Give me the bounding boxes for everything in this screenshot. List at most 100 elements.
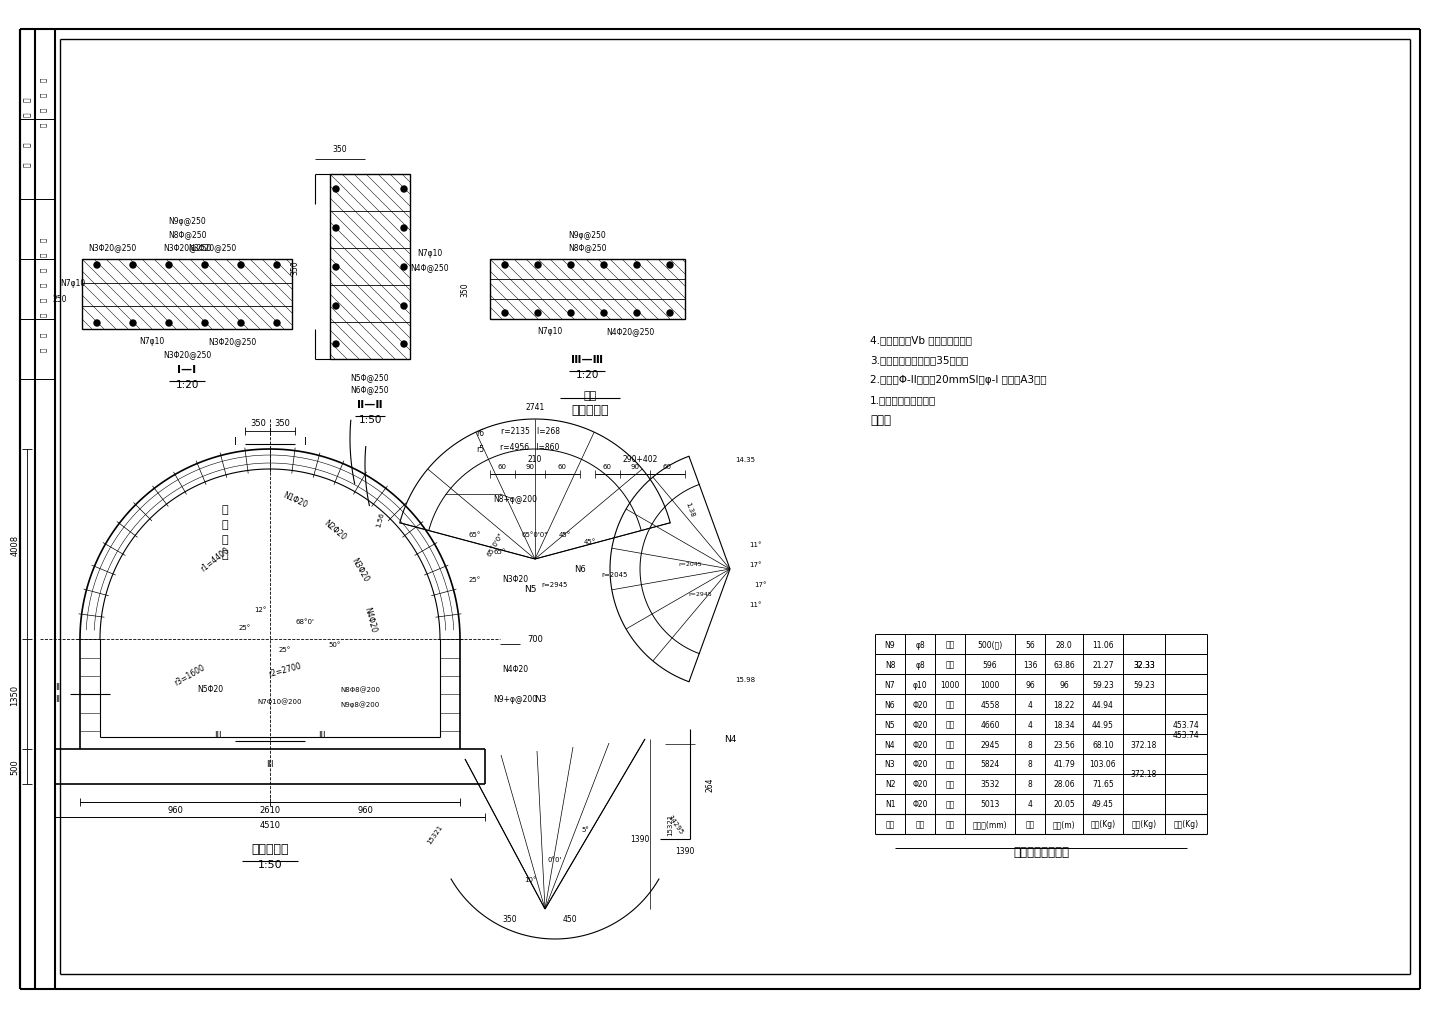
Text: 如图: 如图 bbox=[946, 700, 955, 709]
Text: r=2135   l=268: r=2135 l=268 bbox=[501, 427, 560, 436]
Text: N3Φ20@250: N3Φ20@250 bbox=[187, 244, 236, 253]
Text: 56: 56 bbox=[1025, 640, 1035, 649]
Text: N4: N4 bbox=[724, 735, 736, 744]
Circle shape bbox=[667, 263, 672, 269]
Text: 结: 结 bbox=[40, 253, 46, 257]
Text: 960: 960 bbox=[357, 806, 373, 815]
Text: N1: N1 bbox=[884, 800, 896, 809]
Text: 210: 210 bbox=[528, 454, 543, 463]
Text: 某: 某 bbox=[23, 162, 32, 167]
Text: N9φ@250: N9φ@250 bbox=[168, 217, 206, 226]
Circle shape bbox=[667, 311, 672, 317]
Text: Ⅲ—Ⅲ: Ⅲ—Ⅲ bbox=[570, 355, 603, 365]
Text: φ8: φ8 bbox=[916, 660, 924, 668]
Text: N3Φ20@250: N3Φ20@250 bbox=[88, 244, 137, 253]
Circle shape bbox=[536, 263, 541, 269]
Text: N8Φ8@200: N8Φ8@200 bbox=[340, 686, 380, 693]
Text: 350: 350 bbox=[291, 261, 300, 275]
Text: 1:20: 1:20 bbox=[576, 370, 599, 380]
Text: 17°: 17° bbox=[749, 561, 762, 568]
Text: 构: 构 bbox=[40, 268, 46, 272]
Text: 如图: 如图 bbox=[946, 640, 955, 649]
Text: II: II bbox=[56, 682, 60, 691]
Text: N6: N6 bbox=[575, 565, 586, 574]
Text: 1.本图尺寸以毫米计。: 1.本图尺寸以毫米计。 bbox=[870, 394, 936, 405]
Text: N5Φ20: N5Φ20 bbox=[197, 685, 223, 694]
Text: 60: 60 bbox=[557, 464, 566, 470]
Circle shape bbox=[333, 341, 338, 347]
Text: 11°: 11° bbox=[749, 541, 762, 547]
Text: 钢筋表（每延米）: 钢筋表（每延米） bbox=[1012, 846, 1068, 859]
Text: N4: N4 bbox=[884, 740, 896, 749]
Circle shape bbox=[333, 304, 338, 310]
Text: N9+φ@200: N9+φ@200 bbox=[492, 695, 537, 704]
Text: III: III bbox=[318, 730, 325, 739]
Bar bbox=[490, 260, 685, 320]
Circle shape bbox=[333, 226, 338, 231]
Text: 23.56: 23.56 bbox=[1053, 740, 1074, 749]
Text: 1390: 1390 bbox=[675, 847, 694, 856]
Text: 4510: 4510 bbox=[259, 820, 281, 829]
Text: 直径: 直径 bbox=[916, 819, 924, 828]
Circle shape bbox=[333, 265, 338, 271]
Circle shape bbox=[130, 321, 135, 327]
Circle shape bbox=[238, 321, 243, 327]
Text: N7φ10: N7φ10 bbox=[140, 337, 164, 346]
Circle shape bbox=[634, 311, 639, 317]
Text: 18.34: 18.34 bbox=[1053, 719, 1074, 729]
Text: 总长(m): 总长(m) bbox=[1053, 819, 1076, 828]
Text: 如图: 如图 bbox=[946, 800, 955, 809]
Circle shape bbox=[600, 311, 608, 317]
Circle shape bbox=[202, 321, 207, 327]
Text: 8: 8 bbox=[1028, 740, 1032, 749]
Text: 如图: 如图 bbox=[946, 780, 955, 789]
Text: 1390: 1390 bbox=[631, 835, 649, 844]
Text: 453.74: 453.74 bbox=[1172, 719, 1200, 729]
Text: 350: 350 bbox=[333, 146, 347, 154]
Text: 1000: 1000 bbox=[981, 680, 999, 689]
Text: 41.79: 41.79 bbox=[1053, 760, 1074, 768]
Text: 50°: 50° bbox=[328, 641, 341, 647]
Text: 如图: 如图 bbox=[946, 660, 955, 668]
Text: 钢: 钢 bbox=[40, 237, 46, 242]
Circle shape bbox=[567, 263, 575, 269]
Text: 隧: 隧 bbox=[222, 504, 229, 515]
Text: 目: 目 bbox=[40, 108, 46, 112]
Text: 25°: 25° bbox=[469, 577, 481, 583]
Text: 350: 350 bbox=[503, 915, 517, 923]
Text: 3532: 3532 bbox=[981, 780, 999, 789]
Text: 自: 自 bbox=[23, 98, 32, 102]
Circle shape bbox=[94, 263, 99, 269]
Text: N2Φ20: N2Φ20 bbox=[323, 518, 348, 541]
Text: 264: 264 bbox=[706, 776, 714, 792]
Circle shape bbox=[274, 321, 279, 327]
Text: 贡: 贡 bbox=[23, 112, 32, 117]
Text: r=2945: r=2945 bbox=[541, 582, 569, 587]
Text: 453.74: 453.74 bbox=[1172, 730, 1200, 739]
Text: 71.65: 71.65 bbox=[1092, 780, 1115, 789]
Text: r=2945: r=2945 bbox=[688, 592, 711, 597]
Text: I: I bbox=[233, 436, 236, 446]
Circle shape bbox=[503, 263, 508, 269]
Text: 90: 90 bbox=[631, 464, 639, 470]
Text: N6Φ@250: N6Φ@250 bbox=[351, 385, 389, 394]
Text: 合: 合 bbox=[40, 332, 46, 337]
Text: 8: 8 bbox=[1028, 780, 1032, 789]
Text: 2.材料：Φ-II级钢筋20mmSI；φ-I 级钢筋A3钢。: 2.材料：Φ-II级钢筋20mmSI；φ-I 级钢筋A3钢。 bbox=[870, 375, 1047, 384]
Text: I: I bbox=[304, 436, 307, 446]
Text: 350: 350 bbox=[251, 419, 266, 428]
Text: 1:50: 1:50 bbox=[258, 859, 282, 869]
Text: 15321: 15321 bbox=[667, 813, 672, 836]
Text: III: III bbox=[266, 760, 274, 768]
Text: 250: 250 bbox=[53, 296, 68, 305]
Text: N7φ10: N7φ10 bbox=[60, 278, 85, 287]
Text: 纸: 纸 bbox=[40, 93, 46, 97]
Text: 45°: 45° bbox=[559, 532, 572, 537]
Text: 11°: 11° bbox=[749, 601, 762, 607]
Text: 4: 4 bbox=[1028, 800, 1032, 809]
Text: 单根长(mm): 单根长(mm) bbox=[972, 819, 1008, 828]
Text: N8+φ@200: N8+φ@200 bbox=[492, 495, 537, 504]
Circle shape bbox=[400, 226, 408, 231]
Text: 1.38: 1.38 bbox=[684, 501, 696, 518]
Circle shape bbox=[400, 341, 408, 347]
